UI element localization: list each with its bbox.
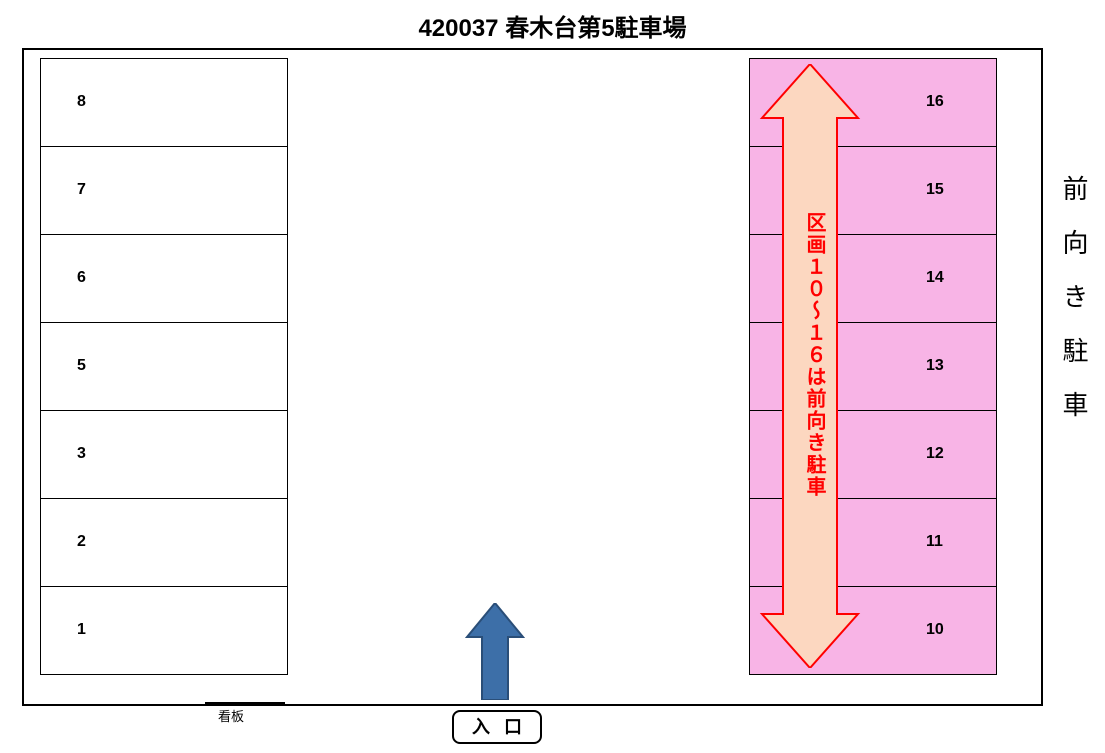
signboard-label: 看板 <box>218 706 244 725</box>
parking-spot: 3 <box>40 410 288 499</box>
spot-number: 16 <box>926 93 944 111</box>
spot-number: 12 <box>926 445 944 463</box>
parking-spot: 6 <box>40 234 288 323</box>
spot-number: 8 <box>77 93 86 111</box>
spot-number: 2 <box>77 533 86 551</box>
parking-diagram: 420037 春木台第5駐車場 8 7 6 5 3 2 1 16 15 14 13 12 11 10 区… <box>0 0 1105 753</box>
spot-number: 13 <box>926 357 944 375</box>
parking-spot: 1 <box>40 586 288 675</box>
entrance-label: 入口 <box>452 710 542 744</box>
parking-spot: 2 <box>40 498 288 587</box>
spot-number: 11 <box>926 533 943 551</box>
page-title: 420037 春木台第5駐車場 <box>0 8 1105 43</box>
spot-number: 6 <box>77 269 86 287</box>
spot-number: 1 <box>77 621 86 639</box>
parking-spot: 7 <box>40 146 288 235</box>
signboard-line <box>205 702 285 704</box>
parking-spot: 5 <box>40 322 288 411</box>
spot-number: 3 <box>77 445 86 463</box>
spot-number: 10 <box>926 621 944 639</box>
spot-number: 15 <box>926 181 944 199</box>
spot-number: 5 <box>77 357 86 375</box>
parking-spot: 8 <box>40 58 288 147</box>
side-label: 前向き駐車 <box>1056 175 1093 445</box>
front-parking-note: 区画１０～１６は前向き駐車 <box>800 165 829 545</box>
spot-number: 14 <box>926 269 944 287</box>
entrance-arrow-icon <box>464 603 526 700</box>
spot-number: 7 <box>77 181 86 199</box>
